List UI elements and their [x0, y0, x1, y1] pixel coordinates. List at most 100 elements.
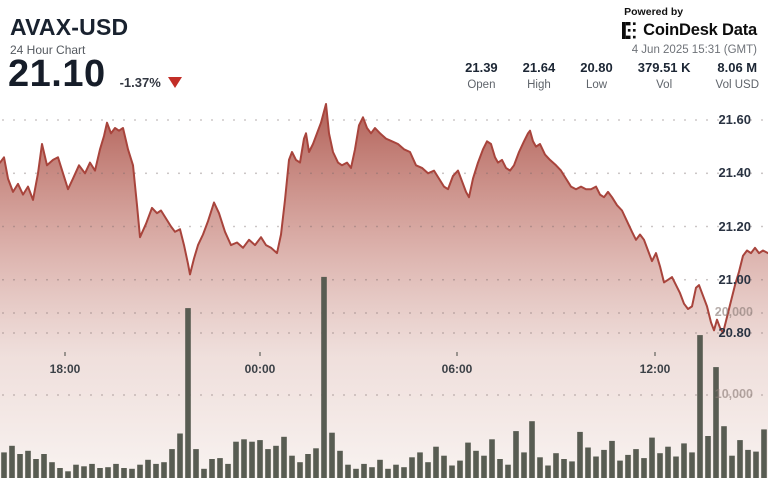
volume-bar [9, 445, 15, 478]
volume-bar [617, 460, 623, 478]
stat-low: 20.80 Low [580, 60, 613, 91]
volume-bar [129, 468, 135, 478]
volume-bar [489, 439, 495, 478]
volume-bar [481, 455, 487, 478]
volume-bar [201, 468, 207, 478]
volume-bar [553, 453, 559, 478]
branding-block: Powered by CoinDesk Data 4 Jun 2025 15:3… [622, 6, 757, 56]
volume-bar [169, 449, 175, 478]
volume-bar [713, 367, 719, 478]
volume-bar [625, 454, 631, 478]
volume-bar [545, 465, 551, 478]
volume-bar [41, 454, 47, 478]
volume-bar [233, 441, 239, 478]
price-change-percent: -1.37% [119, 75, 161, 90]
volume-bar [441, 455, 447, 478]
chart-timestamp: 4 Jun 2025 15:31 (GMT) [631, 44, 757, 56]
coindesk-logo-link[interactable]: CoinDesk Data [622, 21, 757, 40]
stat-volume-usd: 8.06 M Vol USD [716, 60, 759, 91]
volume-bar [377, 459, 383, 478]
volume-bar [601, 449, 607, 478]
volume-bar [385, 468, 391, 478]
volume-bar [289, 455, 295, 478]
volume-bar [81, 466, 87, 478]
volume-bar [57, 468, 63, 478]
price-down-arrow-icon [167, 77, 182, 88]
volume-bar [321, 276, 327, 478]
volume-bar [161, 462, 167, 478]
volume-bar [513, 431, 519, 478]
volume-bar [17, 454, 23, 478]
volume-bar [649, 437, 655, 478]
price-change-wrap: -1.37% [120, 75, 182, 90]
volume-bar [249, 441, 255, 478]
volume-bar [737, 440, 743, 478]
current-price: 21.10 [8, 53, 106, 95]
volume-bar [689, 452, 695, 478]
volume-bar [593, 456, 599, 478]
volume-bar [297, 462, 303, 478]
volume-bar [97, 468, 103, 478]
volume-bar [609, 440, 615, 478]
chart-subtitle: 24 Hour Chart [10, 43, 86, 57]
volume-bar [529, 421, 535, 478]
volume-bar [433, 446, 439, 478]
stat-label: Vol [656, 79, 673, 91]
volume-bar [561, 459, 567, 478]
volume-bar [425, 462, 431, 478]
price-area-fill [0, 104, 768, 478]
volume-bar [521, 452, 527, 478]
volume-bar [369, 467, 375, 478]
chart-header: AVAX-USD 24 Hour Chart [10, 14, 128, 57]
volume-bar [25, 450, 31, 478]
volume-bar [633, 449, 639, 478]
volume-bar [569, 461, 575, 478]
volume-bar [121, 468, 127, 478]
volume-bar [1, 452, 7, 478]
volume-bar [721, 426, 727, 478]
volume-bar [745, 449, 751, 478]
volume-bar [241, 439, 247, 478]
volume-bar [281, 436, 287, 478]
symbol-title: AVAX-USD [10, 14, 129, 40]
volume-bar [665, 446, 671, 478]
coindesk-brand-name: CoinDesk Data [643, 21, 757, 39]
volume-bar [705, 436, 711, 478]
volume-bar [353, 468, 359, 478]
volume-bar [209, 459, 215, 478]
volume-bar [401, 467, 407, 478]
coindesk-logo-icon [622, 22, 636, 39]
volume-bar [393, 464, 399, 478]
volume-bar [105, 467, 111, 478]
volume-bar [225, 463, 231, 478]
volume-bar [753, 451, 759, 478]
stat-volume: 379.51 K Vol [638, 60, 691, 91]
stat-label: High [527, 79, 551, 91]
volume-bar [505, 464, 511, 478]
volume-bar [465, 442, 471, 478]
stat-value: 8.06 M [717, 60, 758, 75]
volume-bar [89, 463, 95, 478]
volume-bar [585, 447, 591, 478]
stat-label: Low [585, 79, 608, 91]
volume-bar [497, 459, 503, 478]
stat-high: 21.64 High [523, 60, 556, 91]
stat-label: Vol USD [715, 79, 759, 91]
volume-bar [697, 335, 703, 478]
stats-row: 21.39 Open 21.64 High 20.80 Low 379.51 K… [465, 60, 759, 91]
stat-label: Open [467, 79, 496, 91]
volume-bar [185, 308, 191, 478]
powered-by-label: Powered by [624, 6, 684, 18]
price-row: 21.10 -1.37% [8, 55, 182, 93]
volume-bar [49, 462, 55, 478]
volume-bar [265, 449, 271, 478]
volume-bar [537, 457, 543, 478]
volume-bar [273, 445, 279, 478]
stat-value: 379.51 K [637, 60, 691, 75]
volume-bar [305, 454, 311, 478]
volume-bar [193, 449, 199, 478]
volume-bar [337, 450, 343, 478]
stat-value: 21.39 [465, 60, 498, 75]
